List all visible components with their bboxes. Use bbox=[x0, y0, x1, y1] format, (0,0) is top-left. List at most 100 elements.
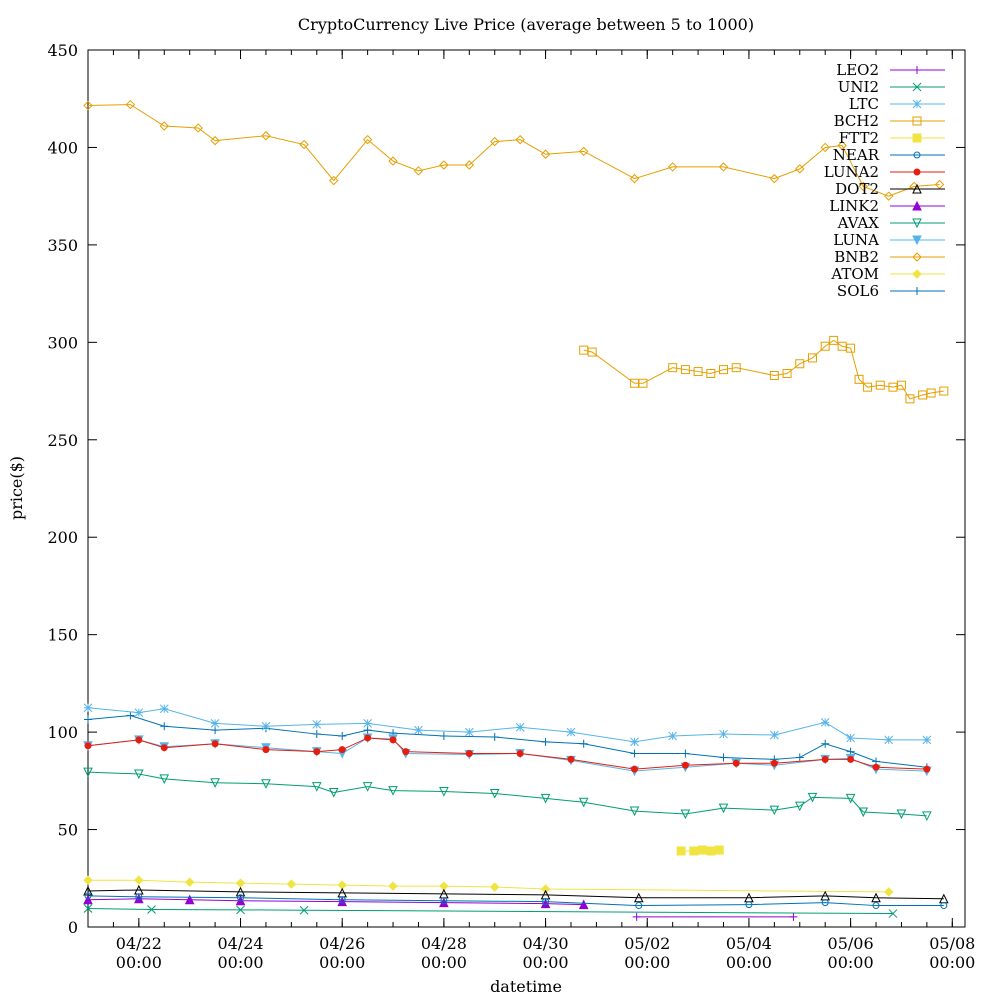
series-near bbox=[84, 892, 948, 910]
series-line-link2 bbox=[87, 898, 584, 906]
data-point-avax bbox=[718, 803, 729, 814]
data-point-avax bbox=[629, 806, 640, 817]
data-point-ltc bbox=[134, 708, 144, 717]
data-point-bch2 bbox=[896, 380, 906, 390]
x-tick-label-time: 00:00 bbox=[523, 953, 569, 972]
data-point-bnb2 bbox=[515, 134, 525, 145]
data-point-avax bbox=[896, 809, 907, 820]
data-point-bnb2 bbox=[299, 139, 309, 150]
data-point-avax bbox=[210, 778, 220, 788]
data-point-avax bbox=[680, 809, 691, 820]
series-line-dot2 bbox=[87, 889, 944, 900]
legend-label: BCH2 bbox=[834, 112, 879, 130]
legend-label: LEO2 bbox=[836, 61, 879, 79]
data-point-bnb2 bbox=[439, 160, 449, 170]
data-point-avax bbox=[261, 779, 271, 789]
data-point-bch2 bbox=[863, 382, 873, 392]
data-point-bch2 bbox=[731, 363, 741, 373]
data-point-bnb2 bbox=[540, 149, 551, 159]
data-point-sol6 bbox=[541, 737, 550, 746]
legend-swatch-marker bbox=[913, 168, 921, 176]
data-point-ftt2 bbox=[706, 846, 716, 856]
data-point-bch2 bbox=[795, 359, 805, 369]
data-point-ltc bbox=[769, 730, 779, 740]
data-point-ltc bbox=[884, 735, 894, 745]
legend-item-bnb2: BNB2 bbox=[834, 248, 945, 266]
data-point-ltc bbox=[630, 737, 639, 747]
y-axis-label: price($) bbox=[7, 456, 26, 520]
legend-swatch-marker bbox=[912, 235, 922, 246]
legend-swatch-marker bbox=[912, 116, 922, 126]
series-line-avax bbox=[87, 771, 927, 817]
plot-area bbox=[83, 99, 949, 921]
data-point-atom bbox=[184, 877, 195, 887]
data-point-avax bbox=[83, 767, 93, 778]
data-point-avax bbox=[159, 774, 170, 785]
data-point-sol6 bbox=[795, 753, 804, 762]
legend-item-atom: ATOM bbox=[830, 265, 945, 283]
data-point-avax bbox=[328, 788, 339, 798]
data-point-bnb2 bbox=[490, 136, 500, 147]
data-point-atom bbox=[134, 875, 144, 885]
legend-swatch-marker bbox=[912, 133, 922, 143]
data-point-avax bbox=[578, 797, 589, 808]
data-point-sol6 bbox=[490, 732, 499, 741]
y-axis: 0 50 100 150 200 250 300 350 400 450 bbox=[47, 41, 965, 937]
data-point-bnb2 bbox=[159, 121, 169, 131]
y-tick-label: 450 bbox=[47, 41, 78, 60]
data-point-sol6 bbox=[821, 739, 830, 748]
data-point-dot2 bbox=[633, 892, 644, 903]
data-point-uni2 bbox=[83, 904, 93, 913]
data-point-sol6 bbox=[338, 732, 347, 741]
data-point-bch2 bbox=[820, 341, 830, 351]
chart-title: CryptoCurrency Live Price (average betwe… bbox=[298, 15, 754, 34]
data-point-sol6 bbox=[579, 739, 588, 748]
legend-item-ltc: LTC bbox=[849, 95, 945, 113]
data-point-ltc bbox=[210, 718, 220, 728]
data-point-bch2 bbox=[706, 369, 716, 379]
legend-label: LUNA2 bbox=[824, 163, 879, 181]
data-point-avax bbox=[134, 769, 144, 780]
data-point-ftt2 bbox=[714, 845, 724, 855]
data-point-near bbox=[635, 902, 643, 910]
data-point-link2 bbox=[83, 894, 93, 905]
data-point-luna2 bbox=[770, 759, 778, 767]
x-tick-label-date: 05/08 bbox=[929, 934, 975, 953]
data-point-luna2 bbox=[211, 740, 219, 748]
y-tick-label: 0 bbox=[68, 918, 78, 937]
x-tick-label-time: 00:00 bbox=[319, 953, 365, 972]
x-axis: 04/2200:0004/2400:0004/2600:0004/2800:00… bbox=[87, 50, 975, 972]
data-point-luna2 bbox=[465, 750, 473, 758]
data-point-bnb2 bbox=[934, 179, 945, 190]
data-point-avax bbox=[311, 782, 322, 792]
legend: LEO2UNI2LTCBCH2FTT2NEARLUNA2DOT2LINK2AVA… bbox=[824, 61, 945, 300]
y-tick-label: 400 bbox=[47, 138, 78, 157]
data-point-sol6 bbox=[84, 715, 92, 724]
series-luna2 bbox=[84, 734, 931, 773]
series-atom bbox=[83, 875, 894, 897]
series-uni2 bbox=[83, 904, 898, 918]
x-tick-label-date: 05/04 bbox=[726, 934, 772, 953]
data-point-sol6 bbox=[681, 749, 690, 758]
data-point-sol6 bbox=[312, 730, 321, 739]
x-tick-label-date: 05/06 bbox=[828, 934, 874, 953]
data-point-luna2 bbox=[732, 759, 740, 767]
data-point-bch2 bbox=[905, 394, 915, 404]
data-point-ltc bbox=[363, 718, 372, 728]
legend-item-bch2: BCH2 bbox=[834, 112, 945, 130]
data-point-luna2 bbox=[313, 748, 321, 756]
legend-label: SOL6 bbox=[837, 282, 879, 300]
y-tick-label: 250 bbox=[47, 431, 78, 450]
legend-swatch-marker bbox=[913, 151, 921, 159]
data-point-avax bbox=[769, 805, 780, 816]
data-point-sol6 bbox=[719, 753, 728, 762]
data-point-dot2 bbox=[235, 886, 246, 897]
data-point-luna2 bbox=[364, 734, 372, 742]
data-point-ltc bbox=[464, 727, 474, 737]
data-point-sol6 bbox=[211, 726, 220, 735]
legend-swatch-marker bbox=[912, 269, 922, 279]
legend-label: ATOM bbox=[830, 265, 879, 283]
series-line-bnb2 bbox=[87, 104, 940, 197]
data-point-bch2 bbox=[719, 365, 729, 375]
